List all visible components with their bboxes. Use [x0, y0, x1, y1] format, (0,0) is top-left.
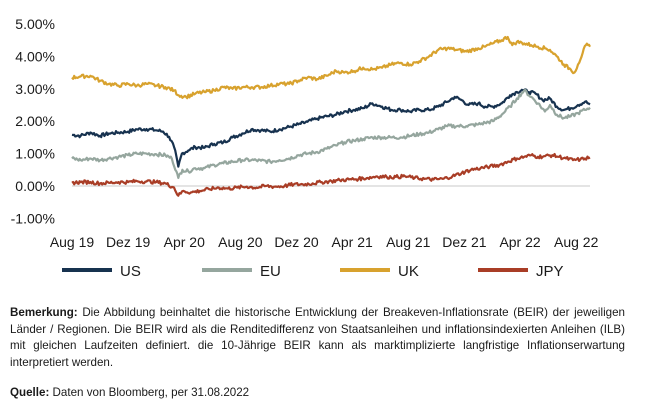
legend-label-us: US: [120, 263, 141, 280]
series-line-jpy: [71, 152, 591, 197]
series-line-eu: [71, 88, 591, 179]
x-tick-label: Dez 19: [106, 234, 151, 250]
y-axis: 5.00% 4.00% 3.00% 2.00% 1.00% 0.00% -1.00%: [11, 16, 55, 226]
y-tick-label: 2.00%: [15, 113, 55, 129]
legend-label-uk: UK: [398, 263, 419, 280]
legend: US EU UK JPY: [62, 263, 564, 280]
y-tick-label: 0.00%: [15, 178, 55, 194]
series-line-us: [71, 88, 591, 168]
footnote-remark: Bemerkung: Die Abbildung beinhaltet die …: [10, 305, 625, 371]
x-tick-label: Aug 22: [554, 234, 599, 250]
footnote-source-label: Quelle:: [10, 386, 50, 399]
y-tick-label: 4.00%: [15, 48, 55, 64]
x-tick-label: Aug 20: [218, 234, 263, 250]
legend-label-eu: EU: [260, 263, 281, 280]
footnote-source-text: Daten von Bloomberg, per 31.08.2022: [52, 386, 250, 399]
footnote-remark-text: Die Abbildung beinhaltet die historische…: [10, 306, 625, 369]
x-tick-label: Aug 21: [386, 234, 431, 250]
x-tick-label: Apr 22: [499, 234, 540, 250]
footnote-remark-label: Bemerkung:: [10, 306, 78, 319]
x-axis: Aug 19 Dez 19 Apr 20 Aug 20 Dez 20 Apr 21 Aug …: [50, 234, 599, 250]
x-tick-label: Dez 21: [442, 234, 487, 250]
breakeven-inflation-chart: 5.00% 4.00% 3.00% 2.00% 1.00% 0.00% -1.00% Aug…: [11, 16, 599, 280]
x-tick-label: Aug 19: [50, 234, 95, 250]
y-tick-label: -1.00%: [11, 210, 55, 226]
footnote-source: Quelle: Daten von Bloomberg, per 31.08.2…: [10, 385, 249, 401]
series-lines: [71, 35, 591, 197]
y-tick-label: 3.00%: [15, 81, 55, 97]
x-tick-label: Apr 20: [164, 234, 205, 250]
y-tick-label: 1.00%: [15, 146, 55, 162]
y-tick-label: 5.00%: [15, 16, 55, 32]
x-tick-label: Dez 20: [274, 234, 319, 250]
legend-label-jpy: JPY: [536, 263, 564, 280]
series-line-uk: [71, 35, 591, 100]
x-tick-label: Apr 21: [332, 234, 373, 250]
